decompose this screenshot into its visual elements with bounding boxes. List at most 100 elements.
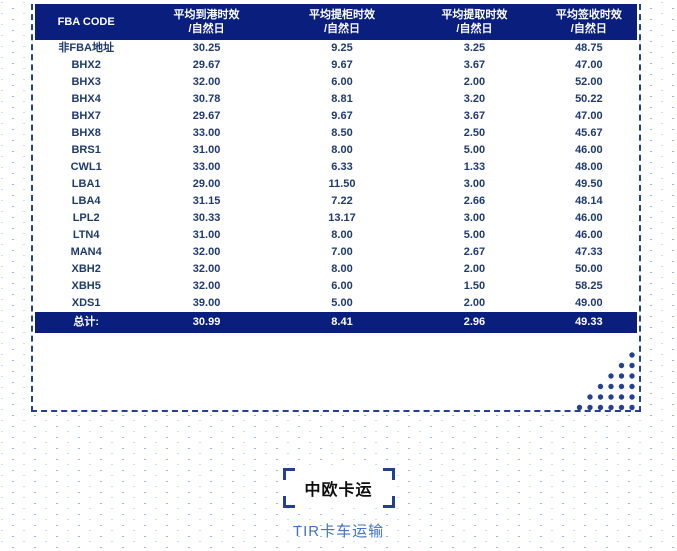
fba-code-cell: 非FBA地址 — [58, 42, 114, 54]
value-cell: 33.00 — [192, 127, 221, 139]
value-cell: 3.20 — [463, 93, 486, 105]
value-cell: 2.00 — [463, 263, 486, 275]
route-badge: 中欧卡运 — [282, 468, 395, 508]
value-cell: 47.00 — [575, 110, 603, 122]
value-cell: 3.00 — [463, 212, 486, 224]
value-cell: 47.00 — [575, 59, 603, 71]
value-cell: 32.00 — [192, 246, 221, 258]
value-cell: 47.33 — [575, 246, 603, 258]
table-row: BHX8 33.00 8.50 2.50 45.67 — [35, 125, 637, 142]
value-cell: 5.00 — [331, 297, 353, 309]
column-header: 平均提取时效/自然日 — [408, 4, 541, 40]
total-label: 总计: — [35, 312, 138, 333]
value-cell: 8.50 — [331, 127, 353, 139]
fba-code-cell: BHX4 — [71, 93, 101, 105]
fba-code-cell: LBA4 — [71, 195, 101, 207]
bracket-corner-icon — [282, 468, 295, 480]
value-cell: 7.22 — [331, 195, 353, 207]
value-cell: 5.00 — [463, 229, 486, 241]
value-cell: 8.00 — [331, 229, 353, 241]
triangle-dots-decoration — [576, 352, 635, 411]
value-cell: 1.33 — [463, 161, 486, 173]
value-cell: 2.00 — [463, 76, 486, 88]
fba-code-cell: CWL1 — [70, 161, 102, 173]
value-cell: 3.67 — [463, 59, 486, 71]
bracket-corner-icon — [382, 496, 395, 508]
value-cell: 30.78 — [192, 93, 221, 105]
fba-code-cell: XDS1 — [71, 297, 101, 309]
value-cell: 7.00 — [331, 246, 353, 258]
table-row: XBH5 32.00 6.00 1.50 58.25 — [35, 278, 637, 295]
column-header: 平均提柜时效/自然日 — [275, 4, 409, 40]
fba-code-cell: MAN4 — [70, 246, 102, 258]
value-cell: 46.00 — [575, 144, 603, 156]
table-row: BHX3 32.00 6.00 2.00 52.00 — [35, 74, 637, 91]
route-badge-label: 中欧卡运 — [304, 482, 373, 499]
bracket-corner-icon — [282, 496, 295, 508]
table-row: CWL1 33.00 6.33 1.33 48.00 — [35, 159, 637, 176]
value-cell: 33.00 — [192, 161, 221, 173]
column-header: 平均到港时效/自然日 — [137, 4, 276, 40]
value-cell: 8.81 — [331, 93, 353, 105]
column-header: FBA CODE — [35, 4, 138, 40]
table-row: MAN4 32.00 7.00 2.67 47.33 — [35, 244, 637, 261]
value-cell: 3.25 — [463, 42, 486, 54]
value-cell: 9.67 — [331, 59, 353, 71]
value-cell: 29.67 — [192, 59, 221, 71]
section-subtitle: TIR卡车运输 — [292, 523, 385, 540]
fba-code-cell: XBH5 — [71, 280, 101, 292]
table-row: BHX4 30.78 8.81 3.20 50.22 — [35, 91, 637, 108]
fba-timing-table: FBA CODE 平均到港时效/自然日 平均提柜时效/自然日 平均提取时效/自然日 平均… — [35, 4, 637, 333]
value-cell: 39.00 — [192, 297, 221, 309]
fba-code-cell: XBH2 — [71, 263, 101, 275]
table-row: LBA4 31.15 7.22 2.66 48.14 — [35, 193, 637, 210]
value-cell: 45.67 — [575, 127, 603, 139]
value-cell: 8.00 — [331, 144, 353, 156]
value-cell: 31.15 — [192, 195, 221, 207]
total-value-cell: 8.41 — [275, 312, 409, 333]
bracket-corner-icon — [382, 468, 395, 480]
total-value-cell: 49.33 — [540, 312, 637, 333]
value-cell: 58.25 — [575, 280, 603, 292]
value-cell: 32.00 — [192, 76, 221, 88]
value-cell: 2.00 — [463, 297, 486, 309]
value-cell: 1.50 — [463, 280, 486, 292]
table-row: BRS1 31.00 8.00 5.00 46.00 — [35, 142, 637, 159]
value-cell: 48.00 — [575, 161, 603, 173]
value-cell: 31.00 — [192, 229, 221, 241]
table-row: LBA1 29.00 11.50 3.00 49.50 — [35, 176, 637, 193]
table-row: BHX7 29.67 9.67 3.67 47.00 — [35, 108, 637, 125]
value-cell: 30.25 — [192, 42, 221, 54]
value-cell: 13.17 — [328, 212, 356, 224]
table-row: XDS1 39.00 5.00 2.00 49.00 — [35, 295, 637, 312]
value-cell: 6.33 — [331, 161, 353, 173]
value-cell: 46.00 — [575, 212, 603, 224]
table-row: 非FBA地址 30.25 9.25 3.25 48.75 — [35, 40, 637, 57]
value-cell: 46.00 — [575, 229, 603, 241]
value-cell: 31.00 — [192, 144, 221, 156]
value-cell: 8.00 — [331, 263, 353, 275]
fba-code-cell: LTN4 — [72, 229, 100, 241]
total-value-cell: 2.96 — [408, 312, 541, 333]
value-cell: 11.50 — [328, 178, 356, 190]
value-cell: 6.00 — [331, 280, 353, 292]
column-header: 平均签收时效/自然日 — [540, 4, 637, 40]
value-cell: 6.00 — [331, 76, 353, 88]
value-cell: 52.00 — [575, 76, 603, 88]
value-cell: 2.50 — [463, 127, 486, 139]
value-cell: 9.67 — [331, 110, 353, 122]
table-row: LPL2 30.33 13.17 3.00 46.00 — [35, 210, 637, 227]
value-cell: 2.67 — [463, 246, 486, 258]
fba-code-cell: BHX7 — [71, 110, 101, 122]
fba-code-cell: BHX3 — [71, 76, 101, 88]
total-row: 总计: 30.99 8.41 2.96 49.33 — [35, 312, 637, 333]
value-cell: 3.67 — [463, 110, 486, 122]
value-cell: 50.00 — [575, 263, 603, 275]
table-header-row: FBA CODE 平均到港时效/自然日 平均提柜时效/自然日 平均提取时效/自然日 平均… — [35, 4, 637, 40]
fba-code-cell: BHX8 — [71, 127, 101, 139]
fba-code-cell: BHX2 — [71, 59, 101, 71]
value-cell: 48.14 — [575, 195, 603, 207]
value-cell: 32.00 — [192, 280, 221, 292]
table-header: FBA CODE 平均到港时效/自然日 平均提柜时效/自然日 平均提取时效/自然日 平均… — [35, 4, 637, 40]
table-row: BHX2 29.67 9.67 3.67 47.00 — [35, 57, 637, 74]
